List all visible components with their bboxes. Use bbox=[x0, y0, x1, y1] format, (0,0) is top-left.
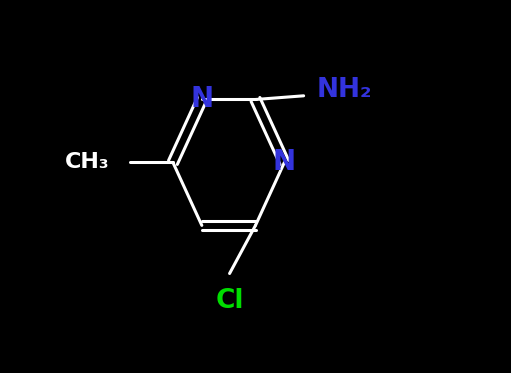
Text: NH₂: NH₂ bbox=[317, 77, 372, 103]
Text: N: N bbox=[273, 148, 296, 176]
Text: N: N bbox=[190, 85, 214, 113]
Text: CH₃: CH₃ bbox=[64, 153, 109, 172]
Text: Cl: Cl bbox=[215, 288, 244, 314]
